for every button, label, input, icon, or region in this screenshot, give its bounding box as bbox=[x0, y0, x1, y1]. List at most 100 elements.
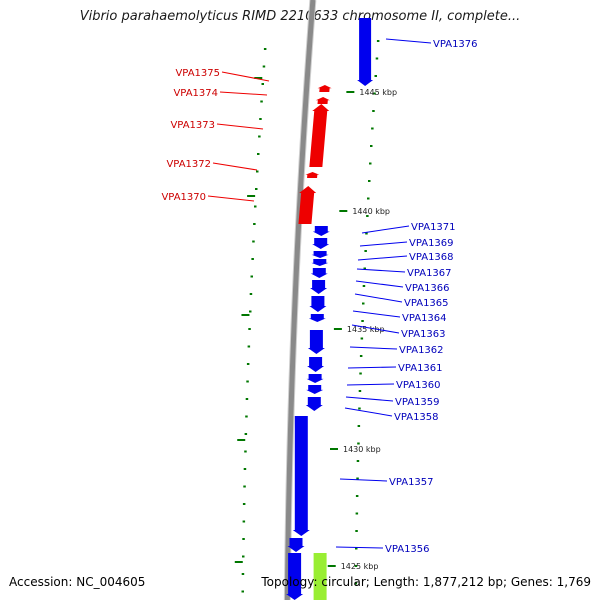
gene-label-vpa1363: VPA1363 bbox=[401, 329, 446, 340]
gene-label-vpa1357: VPA1357 bbox=[389, 477, 434, 488]
scale-dot bbox=[362, 302, 365, 305]
gene-leader-line bbox=[212, 162, 258, 171]
gene-leader-line bbox=[207, 195, 255, 202]
scale-dot bbox=[242, 503, 246, 505]
scale-dot bbox=[368, 180, 371, 182]
scale-dot bbox=[247, 345, 251, 348]
scale-dot bbox=[256, 170, 259, 173]
scale-dot bbox=[360, 337, 364, 340]
gene-arrow-vpa1376 bbox=[357, 18, 374, 86]
scale-dot bbox=[248, 328, 251, 330]
gene-leader-line bbox=[346, 383, 395, 386]
scale-dot bbox=[355, 547, 358, 550]
gene-leader-line bbox=[347, 366, 397, 369]
scale-dot bbox=[357, 442, 360, 445]
gene-leader-line bbox=[355, 280, 404, 288]
scale-dot bbox=[250, 275, 253, 278]
gene-label-vpa1368: VPA1368 bbox=[409, 252, 454, 263]
chromosome-backbone bbox=[284, 0, 316, 600]
gene-arrow bbox=[312, 226, 330, 236]
scale-dot bbox=[244, 450, 247, 453]
gene-arrow-vpa1356 bbox=[287, 538, 305, 552]
gene-leader-line bbox=[345, 396, 394, 402]
scale-dot bbox=[355, 495, 359, 497]
scale-dot bbox=[375, 57, 379, 60]
scale-dot bbox=[362, 285, 366, 287]
scale-dot bbox=[242, 520, 246, 523]
gene-leader-line bbox=[354, 293, 403, 303]
scale-dot bbox=[263, 48, 267, 50]
gene-leader-line bbox=[359, 241, 408, 247]
gene-label-vpa1366: VPA1366 bbox=[405, 283, 450, 294]
scale-dot bbox=[364, 250, 367, 252]
gene-leader-line bbox=[361, 225, 410, 234]
gene-leader-line bbox=[351, 324, 400, 334]
scale-dot bbox=[241, 573, 245, 575]
scale-dot bbox=[258, 135, 261, 138]
scale-dot bbox=[255, 188, 258, 190]
gene-leader-line bbox=[219, 91, 268, 96]
gene-arrow bbox=[307, 357, 325, 372]
scale-dot bbox=[356, 477, 359, 480]
gene-label-vpa1374: VPA1374 bbox=[173, 88, 218, 99]
gene-leader-line bbox=[357, 255, 408, 261]
gene-leader-line bbox=[344, 407, 393, 417]
scale-dot bbox=[244, 433, 248, 435]
scale-label: 1440 kbp bbox=[352, 207, 390, 216]
scale-dot bbox=[251, 258, 254, 260]
gene-label-vpa1359: VPA1359 bbox=[395, 397, 440, 408]
gene-label-vpa1360: VPA1360 bbox=[396, 380, 441, 391]
topology-text: Topology: circular; Length: 1,877,212 bp… bbox=[261, 575, 591, 589]
gene-arrow bbox=[311, 251, 329, 258]
gene-arrow bbox=[311, 259, 329, 266]
scale-dot bbox=[260, 100, 263, 103]
gene-label-vpa1369: VPA1369 bbox=[409, 238, 454, 249]
map-title: Vibrio parahaemolyticus RIMD 2210633 chr… bbox=[79, 9, 521, 24]
gene-label-vpa1372: VPA1372 bbox=[166, 159, 211, 170]
scale-dot bbox=[242, 555, 245, 558]
gene-arrow bbox=[310, 280, 328, 294]
gene-label-vpa1370: VPA1370 bbox=[161, 192, 206, 203]
scale-dot bbox=[363, 267, 366, 270]
scale-dot bbox=[356, 460, 360, 462]
gene-leader-line bbox=[339, 478, 388, 482]
scale-dot bbox=[354, 565, 358, 567]
accession-text: Accession: NC_004605 bbox=[9, 575, 146, 589]
scale-dot bbox=[259, 118, 262, 120]
scale-dot bbox=[365, 232, 368, 235]
gene-leader-line bbox=[216, 123, 264, 130]
gene-leader-line bbox=[352, 310, 401, 318]
scale-dot bbox=[369, 162, 372, 165]
scale-dot bbox=[372, 110, 375, 112]
gene-arrow bbox=[312, 238, 330, 249]
gene-leader-line bbox=[385, 38, 432, 44]
gene-label-vpa1371: VPA1371 bbox=[411, 222, 456, 233]
scale-dot bbox=[370, 145, 373, 147]
scale-dot bbox=[262, 65, 266, 68]
scale-dot bbox=[243, 468, 247, 470]
feature-block bbox=[313, 553, 327, 600]
gene-arrow-vpa1357 bbox=[292, 416, 310, 536]
gene-label-vpa1362: VPA1362 bbox=[399, 345, 444, 356]
gene-label-vpa1375: VPA1375 bbox=[175, 68, 220, 79]
scale-dot bbox=[373, 92, 376, 95]
gene-label-vpa1361: VPA1361 bbox=[398, 363, 443, 374]
gene-label-vpa1373: VPA1373 bbox=[170, 120, 215, 131]
scale-dot bbox=[246, 380, 249, 383]
gene-leader-line bbox=[356, 268, 406, 273]
gene-leader-line bbox=[335, 546, 384, 549]
scale-dot bbox=[257, 153, 260, 155]
gene-leader-line bbox=[221, 71, 270, 82]
scale-dot bbox=[359, 372, 362, 375]
scale-dot bbox=[243, 485, 246, 488]
scale-dot bbox=[376, 40, 380, 42]
scale-label: 1425 kbp bbox=[341, 562, 379, 571]
scale-dot bbox=[354, 582, 357, 585]
gene-arrow bbox=[305, 397, 323, 411]
scale-dot bbox=[358, 407, 361, 410]
scale-label: 1435 kbp bbox=[347, 325, 385, 334]
gene-label-vpa1364: VPA1364 bbox=[402, 313, 447, 324]
gene-arrow bbox=[306, 374, 324, 383]
